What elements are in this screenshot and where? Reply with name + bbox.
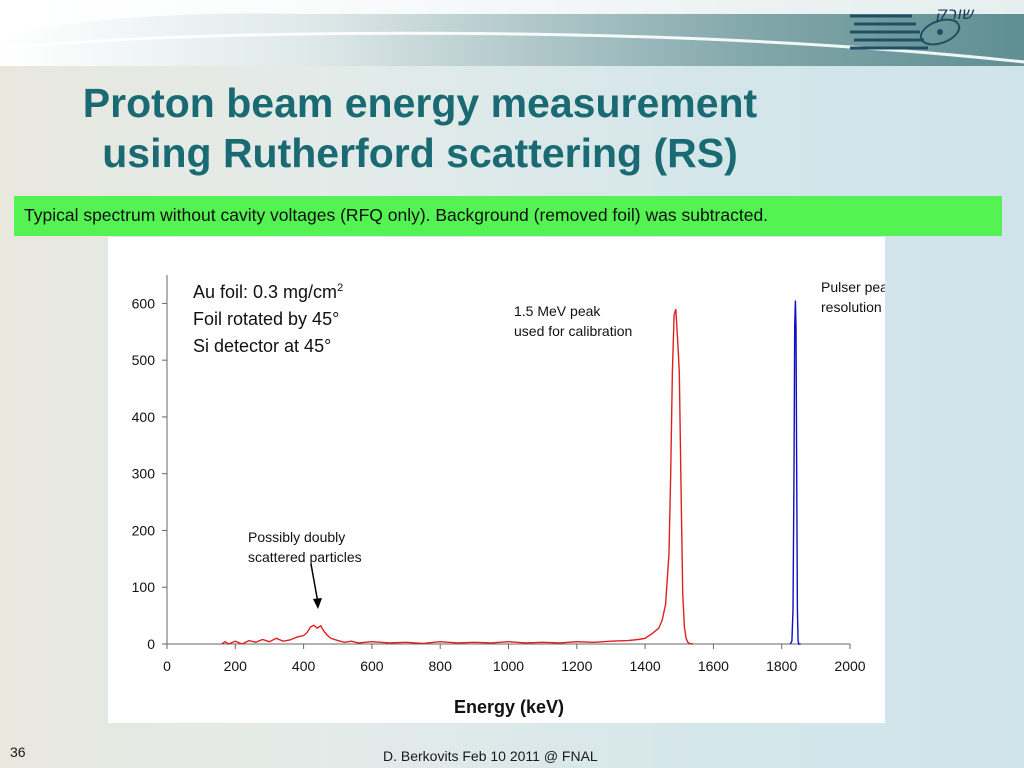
x-tick-label: 1200: [561, 658, 592, 674]
y-tick-label: 100: [132, 579, 156, 595]
caption-banner: Typical spectrum without cavity voltages…: [14, 196, 1002, 236]
foil-annotation-line3: Si detector at 45°: [193, 336, 331, 356]
y-ticks: 0 100 200 300 400 500 600: [132, 295, 167, 652]
y-tick-label: 400: [132, 409, 156, 425]
x-tick-label: 1800: [766, 658, 797, 674]
title-line-1: Proton beam energy measurement: [82, 80, 758, 126]
double-scatter-annotation-line2: scattered particles: [248, 549, 362, 565]
x-tick-label: 200: [224, 658, 248, 674]
soreq-logo-icon: [850, 14, 961, 50]
double-scatter-annotation-line1: Possibly doubly: [248, 529, 345, 545]
series-line-1: [221, 308, 694, 645]
spectrum-chart: 0 100 200 300 400 500 600 0 200 400 600 800 1000 120…: [132, 275, 885, 717]
chart-axes: [166, 275, 850, 645]
x-tick-label: 800: [429, 658, 453, 674]
logo-text: שורק: [935, 4, 974, 24]
calibration-annotation-line2: used for calibration: [514, 323, 632, 339]
x-tick-label: 1600: [698, 658, 729, 674]
double-scatter-arrowhead: [313, 598, 322, 609]
x-tick-label: 2000: [834, 658, 865, 674]
series-line-2: [789, 300, 801, 645]
x-tick-label: 400: [292, 658, 316, 674]
footer-text: D. Berkovits Feb 10 2011 @ FNAL: [383, 748, 598, 764]
foil-annotation-line1: Au foil: 0.3 mg/cm2: [193, 282, 343, 302]
y-tick-label: 500: [132, 352, 156, 368]
y-tick-label: 300: [132, 466, 156, 482]
x-tick-label: 600: [360, 658, 384, 674]
x-tick-label: 1400: [630, 658, 661, 674]
calibration-annotation-line1: 1.5 MeV peak: [514, 303, 601, 319]
title-line-2: using Rutherford scattering (RS): [102, 130, 738, 176]
x-tick-label: 1000: [493, 658, 524, 674]
chart-panel: 0 100 200 300 400 500 600 0 200 400 600 800 1000 120…: [108, 237, 885, 723]
chart-series: [221, 300, 801, 645]
y-tick-label: 0: [147, 636, 155, 652]
foil-annotation-line2: Foil rotated by 45°: [193, 309, 339, 329]
pulser-annotation-line2: resolution 6.6 keV: [821, 299, 885, 315]
pulser-annotation-line1: Pulser peak: [821, 279, 885, 295]
y-tick-label: 600: [132, 295, 156, 311]
x-axis-label: Energy (keV): [454, 697, 564, 717]
double-scatter-arrow: [310, 563, 319, 604]
page-title: Proton beam energy measurement using Rut…: [40, 78, 800, 178]
x-ticks: 0 200 400 600 800 1000 1200 1400 1600 1800 2000: [163, 644, 866, 674]
x-tick-label: 0: [163, 658, 171, 674]
y-tick-label: 200: [132, 522, 156, 538]
slide-number: 36: [10, 744, 26, 760]
